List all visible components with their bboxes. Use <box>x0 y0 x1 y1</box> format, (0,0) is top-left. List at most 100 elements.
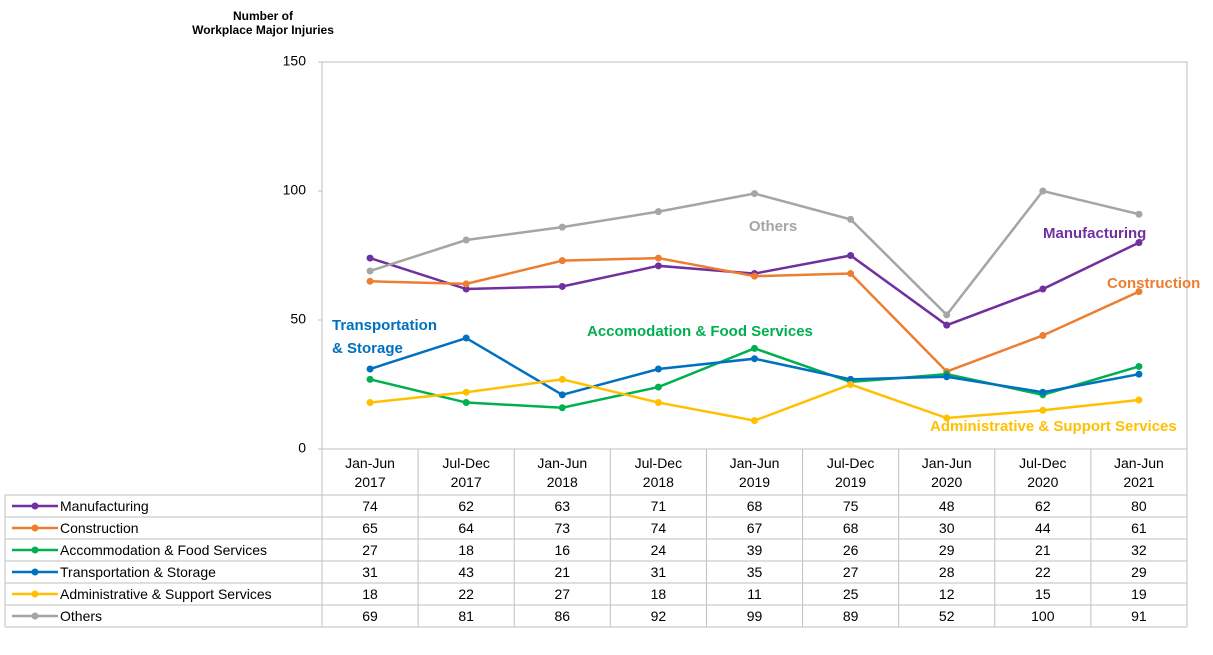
table-value: 65 <box>362 520 378 536</box>
table-value: 18 <box>650 586 667 602</box>
table-value: 48 <box>938 498 955 514</box>
table-value: 22 <box>458 586 474 602</box>
y-tick-label: 150 <box>283 53 307 69</box>
table-value: 68 <box>746 498 763 514</box>
data-point <box>847 381 855 388</box>
data-point <box>558 391 566 399</box>
table-value: 31 <box>650 564 667 580</box>
x-tick-label: Jan-Jun 2018 <box>514 451 610 495</box>
category-text: Jan-Jun 2017 <box>345 455 395 490</box>
data-point <box>462 236 470 244</box>
table-value: 91 <box>1131 608 1147 624</box>
annotation: Transportation <box>332 317 437 334</box>
category-text: Jan-Jun 2020 <box>921 455 972 490</box>
legend-key-dot <box>31 612 39 620</box>
table-value: 62 <box>1035 498 1051 514</box>
annotation: Administrative & Support Services <box>930 418 1177 435</box>
y-axis-label: Workplace Major Injuries <box>192 23 334 37</box>
category-text: Jul-Dec 2018 <box>634 455 683 490</box>
data-point <box>751 272 758 280</box>
table-value: 28 <box>938 564 955 580</box>
data-point <box>366 267 374 275</box>
data-point <box>1135 239 1143 247</box>
table-value: 32 <box>1131 542 1147 558</box>
x-tick-label: Jul-Dec 2019 <box>803 451 899 495</box>
data-point <box>462 399 470 407</box>
table-value: 43 <box>458 564 474 580</box>
data-point <box>558 223 566 231</box>
table-value: 11 <box>747 586 762 602</box>
annotation: Others <box>749 218 797 235</box>
data-point <box>654 399 662 407</box>
table-value: 27 <box>554 586 571 602</box>
table-value: 92 <box>650 608 667 624</box>
table-value: 75 <box>842 498 859 514</box>
y-tick-label: 0 <box>298 440 306 456</box>
data-point <box>654 254 662 262</box>
series-line <box>369 241 1140 327</box>
table-value: 74 <box>650 520 667 536</box>
category-text: Jan-Jun 2018 <box>537 455 588 490</box>
legend-key-dot <box>31 546 39 554</box>
data-point <box>751 190 758 198</box>
y-axis-label: Number of <box>233 9 294 23</box>
table-value: 18 <box>362 586 378 602</box>
legend-label: Manufacturing <box>60 498 149 514</box>
data-point <box>654 383 662 391</box>
data-point <box>366 375 374 383</box>
data-point <box>847 375 855 383</box>
data-point <box>462 334 470 342</box>
table-value: 29 <box>938 542 955 558</box>
data-point <box>1135 396 1143 404</box>
table-value: 44 <box>1035 520 1051 536</box>
legend-key-dot <box>31 568 39 576</box>
data-point <box>1135 288 1143 296</box>
data-point <box>462 285 470 293</box>
data-point <box>847 270 855 278</box>
data-point <box>1039 406 1047 414</box>
x-tick-label: Jul-Dec 2020 <box>995 451 1091 495</box>
legend-label: Others <box>60 608 103 624</box>
x-tick-label: Jan-Jun 2017 <box>322 451 418 495</box>
category-text: Jan-Jun 2019 <box>729 455 780 490</box>
data-point <box>654 262 662 270</box>
data-point <box>1135 362 1143 370</box>
table-value: 64 <box>458 520 474 536</box>
table-value: 63 <box>554 498 571 514</box>
annotation: Manufacturing <box>1043 225 1146 242</box>
data-point <box>1135 210 1143 218</box>
legend-key-dot <box>31 502 39 510</box>
data-point <box>1039 388 1047 396</box>
table-value: 62 <box>458 498 474 514</box>
y-tick-label: 50 <box>290 311 306 327</box>
data-point <box>462 280 470 288</box>
legend-label: Construction <box>60 520 139 536</box>
data-point <box>654 365 662 373</box>
data-point <box>943 311 951 319</box>
x-tick-label: Jan-Jun 2021 <box>1091 451 1187 495</box>
table-value: 31 <box>362 564 378 580</box>
table-value: 81 <box>458 608 474 624</box>
table-value: 100 <box>1031 608 1055 624</box>
table-value: 26 <box>842 542 859 558</box>
table-value: 74 <box>362 498 378 514</box>
series-line <box>369 378 1140 422</box>
category-text: Jul-Dec 2020 <box>1019 455 1067 490</box>
data-point <box>366 277 374 285</box>
data-point <box>366 399 374 407</box>
data-point <box>366 254 374 262</box>
table-value: 71 <box>650 498 667 514</box>
legend-label: Accommodation & Food Services <box>60 542 267 558</box>
table-value: 22 <box>1035 564 1051 580</box>
data-point <box>558 282 566 290</box>
plot-area <box>321 61 1188 450</box>
table-value: 86 <box>554 608 571 624</box>
table-value: 69 <box>362 608 378 624</box>
x-tick-label: Jul-Dec 2017 <box>418 451 514 495</box>
data-point <box>558 257 566 265</box>
annotation: Construction <box>1107 275 1200 292</box>
data-point <box>654 208 662 216</box>
data-point <box>943 373 951 381</box>
